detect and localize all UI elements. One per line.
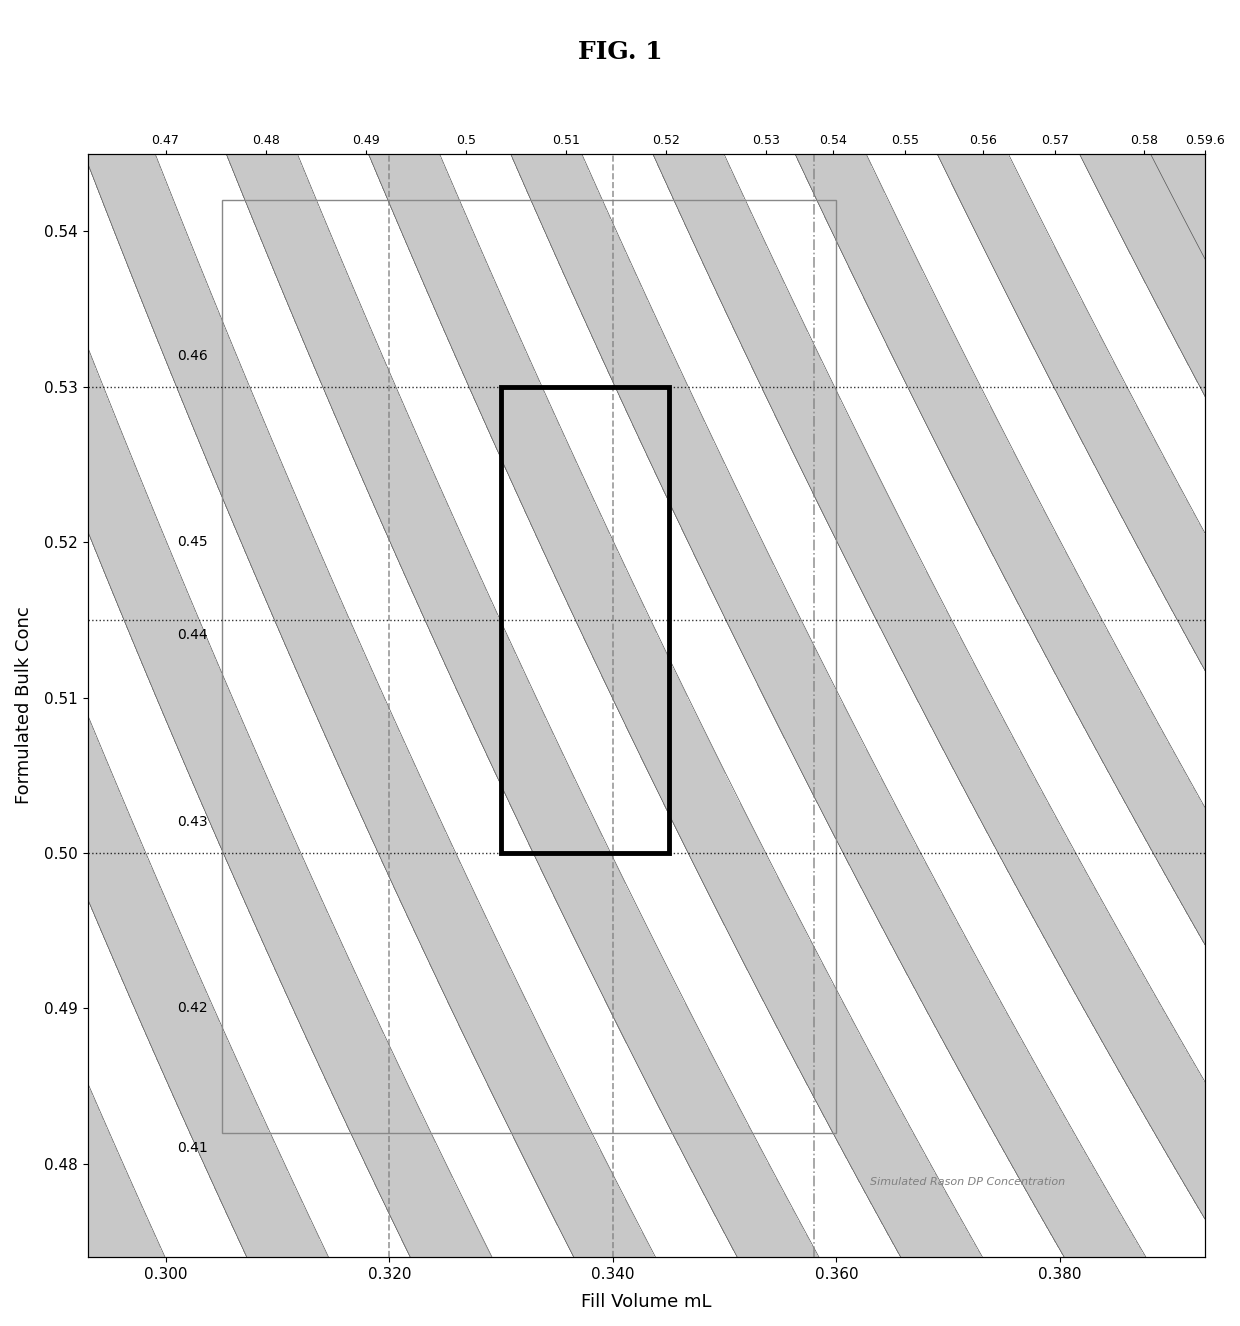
Text: 0.43: 0.43 [177,815,208,829]
Text: 0.42: 0.42 [177,1001,208,1016]
Text: FIG. 1: FIG. 1 [578,40,662,64]
X-axis label: Fill Volume mL: Fill Volume mL [582,1293,712,1311]
Text: Simulated Rason DP Concentration: Simulated Rason DP Concentration [870,1177,1065,1187]
Y-axis label: Formulated Bulk Conc: Formulated Bulk Conc [15,606,33,804]
Text: 0.44: 0.44 [177,629,208,642]
Bar [222,200,836,1132]
Text: 0.46: 0.46 [177,349,208,362]
Bar [501,387,668,853]
Bar [222,200,836,1132]
Text: 0.45: 0.45 [177,536,208,549]
Text: 0.41: 0.41 [177,1142,208,1155]
